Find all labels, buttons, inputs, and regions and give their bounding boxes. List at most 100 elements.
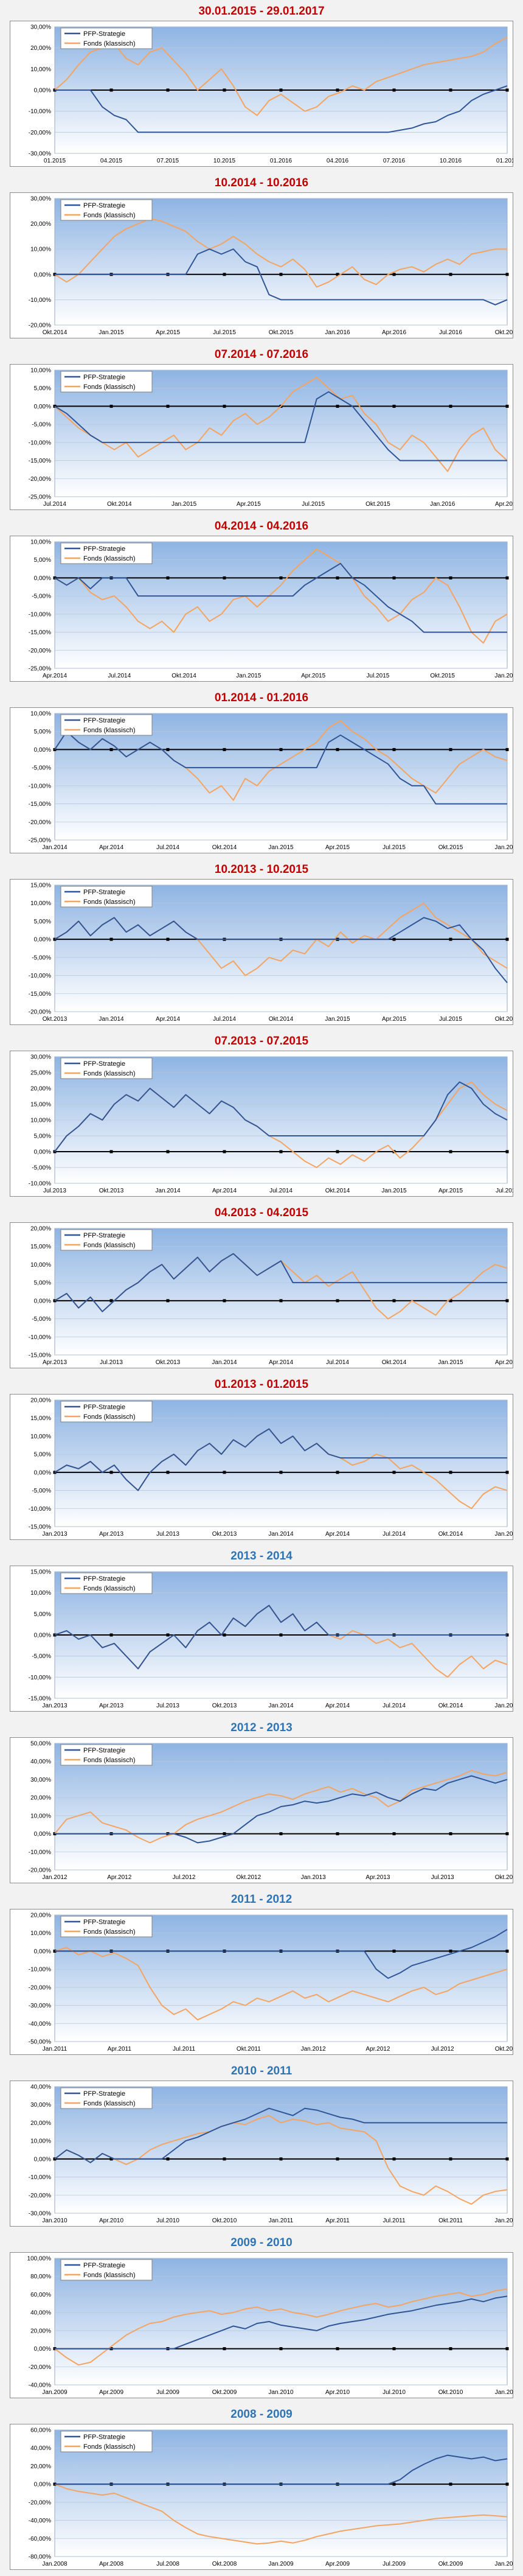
x-tick-label: Okt.2010 xyxy=(438,2389,463,2396)
zero-line-marker xyxy=(392,2157,396,2161)
zero-line-marker xyxy=(505,404,509,408)
legend-fund-label: Fonds (klassisch) xyxy=(83,555,136,562)
x-tick-label: Okt.2014 xyxy=(171,673,196,679)
y-tick-label: -20,00% xyxy=(29,476,51,483)
chart-svg: 15,00% 10,00% 5,00% 0,00% -5,00% -10,00% -15,0… xyxy=(10,879,513,1025)
x-tick-label: Jan.2013 xyxy=(301,1874,327,1881)
zero-line-marker xyxy=(53,937,57,941)
chart-svg: 10,00% 5,00% 0,00% -5,00% -10,00% -15,00% -20,… xyxy=(10,536,513,682)
chart-title: 2011 - 2012 xyxy=(230,1893,293,1906)
zero-line-marker xyxy=(392,404,396,408)
legend-box xyxy=(60,1401,153,1423)
zero-line-marker xyxy=(449,1299,452,1303)
legend-box xyxy=(60,371,153,393)
legend-box xyxy=(60,2431,153,2452)
chart-title: 2010 - 2011 xyxy=(230,2065,293,2077)
chart-title: 01.2013 - 01.2015 xyxy=(214,1378,309,1391)
x-tick-label: Apr.2014 xyxy=(156,1016,180,1023)
x-tick-label: Apr.2014 xyxy=(325,1703,350,1709)
y-tick-label: -25,00% xyxy=(29,494,51,501)
y-tick-label: 0,00% xyxy=(34,1469,51,1476)
x-tick-label: Apr.2015 xyxy=(237,501,261,508)
zero-line-marker xyxy=(392,1832,396,1836)
zero-line-marker xyxy=(336,1150,339,1153)
y-tick-label: -10,00% xyxy=(29,297,51,304)
x-tick-label: Okt.2015 xyxy=(269,329,294,336)
fund-series-line xyxy=(54,376,508,472)
legend-strategy-label: PFP-Strategie xyxy=(83,202,125,209)
zero-line-marker xyxy=(505,2347,509,2351)
x-tick-label: Jul.2013 xyxy=(156,1703,179,1709)
y-tick-label: 0,00% xyxy=(34,88,51,94)
zero-line-marker xyxy=(223,1633,226,1637)
y-tick-label: 10,00% xyxy=(30,247,51,253)
y-tick-label: 5,00% xyxy=(34,919,51,925)
y-tick-label: 5,00% xyxy=(34,1611,51,1618)
y-tick-label: -15,00% xyxy=(29,1524,51,1531)
y-tick-label: 10,00% xyxy=(30,1118,51,1124)
y-tick-label: 10,00% xyxy=(30,1813,51,1819)
legend-fund-label: Fonds (klassisch) xyxy=(83,212,136,219)
zero-line-marker xyxy=(109,937,113,941)
x-tick-label: Apr.2011 xyxy=(325,2217,350,2224)
legend-strategy-label: PFP-Strategie xyxy=(83,2090,125,2098)
x-tick-label: Jan.2015 xyxy=(438,1359,463,1366)
x-tick-label: Jul.2013 xyxy=(100,1359,123,1366)
zero-line-marker xyxy=(505,576,509,579)
zero-line-marker xyxy=(166,88,170,92)
x-tick-label: Jan.2014 xyxy=(212,1359,237,1366)
y-tick-label: -5,00% xyxy=(32,1488,51,1494)
x-tick-label: Apr.2010 xyxy=(325,2389,350,2396)
x-tick-label: Apr.2016 xyxy=(495,501,513,508)
x-tick-label: Apr.2014 xyxy=(212,1188,237,1194)
zero-line-marker xyxy=(392,747,396,751)
legend-strategy-label: PFP-Strategie xyxy=(83,1232,125,1239)
x-tick-label: 04.2016 xyxy=(327,158,349,164)
zero-line-marker xyxy=(392,273,396,276)
x-tick-label: Jul.2014 xyxy=(43,501,66,508)
x-tick-label: Okt.2014 xyxy=(382,1359,407,1366)
zero-line-marker xyxy=(505,1949,509,1953)
x-tick-label: Okt.2014 xyxy=(212,844,237,851)
y-tick-label: -15,00% xyxy=(29,1353,51,1359)
x-tick-label: Jul.2010 xyxy=(383,2389,406,2396)
y-tick-label: 15,00% xyxy=(30,883,51,889)
x-tick-label: Apr.2013 xyxy=(365,1874,390,1881)
y-tick-label: 10,00% xyxy=(30,66,51,73)
legend-fund-label: Fonds (klassisch) xyxy=(83,1757,136,1764)
y-tick-label: 20,00% xyxy=(30,2328,51,2334)
x-tick-label: Jan.2010 xyxy=(268,2389,294,2396)
chart-svg: 30,00%20,00%10,00%0,00%-10,00%-20,00%Okt… xyxy=(10,192,513,338)
zero-line-marker xyxy=(336,576,339,579)
x-tick-label: 01.2015 xyxy=(44,158,66,164)
zero-line-marker xyxy=(223,1471,226,1474)
zero-line-marker xyxy=(279,88,283,92)
zero-line-marker xyxy=(109,404,113,408)
y-tick-label: -5,00% xyxy=(32,422,51,429)
zero-line-marker xyxy=(109,1471,113,1474)
zero-line-marker xyxy=(223,576,226,579)
y-tick-label: 15,00% xyxy=(30,1102,51,1108)
x-tick-label: Apr.2014 xyxy=(325,1531,350,1538)
chart-panel: 07.2013 - 07.2015 30,00% 25,00% 20,00% 15,00… xyxy=(0,1030,523,1202)
x-tick-label: Jul.2013 xyxy=(431,1874,454,1881)
zero-line-marker xyxy=(223,2347,226,2351)
x-tick-label: Jul.2011 xyxy=(383,2217,406,2224)
y-tick-label: -15,00% xyxy=(29,801,51,808)
legend-box xyxy=(60,542,153,564)
chart-title: 07.2013 - 07.2015 xyxy=(214,1035,309,1048)
chart-svg: 10,00% 5,00% 0,00% -5,00% -10,00% -15,00% -20,… xyxy=(10,364,513,510)
zero-line-marker xyxy=(505,273,509,276)
y-tick-label: -5,00% xyxy=(32,765,51,772)
zero-line-marker xyxy=(279,576,283,579)
zero-line-marker xyxy=(166,576,170,579)
x-tick-label: Apr.2010 xyxy=(99,2217,123,2224)
y-tick-label: -20,00% xyxy=(29,323,51,329)
x-tick-label: Jul.2009 xyxy=(156,2389,179,2396)
x-tick-label: Okt.2008 xyxy=(212,2561,237,2567)
y-tick-label: 40,00% xyxy=(30,2310,51,2317)
zero-line-marker xyxy=(449,88,452,92)
legend-strategy-label: PFP-Strategie xyxy=(83,545,125,553)
y-tick-label: -40,00% xyxy=(29,2382,51,2389)
y-tick-label: -5,00% xyxy=(32,954,51,961)
